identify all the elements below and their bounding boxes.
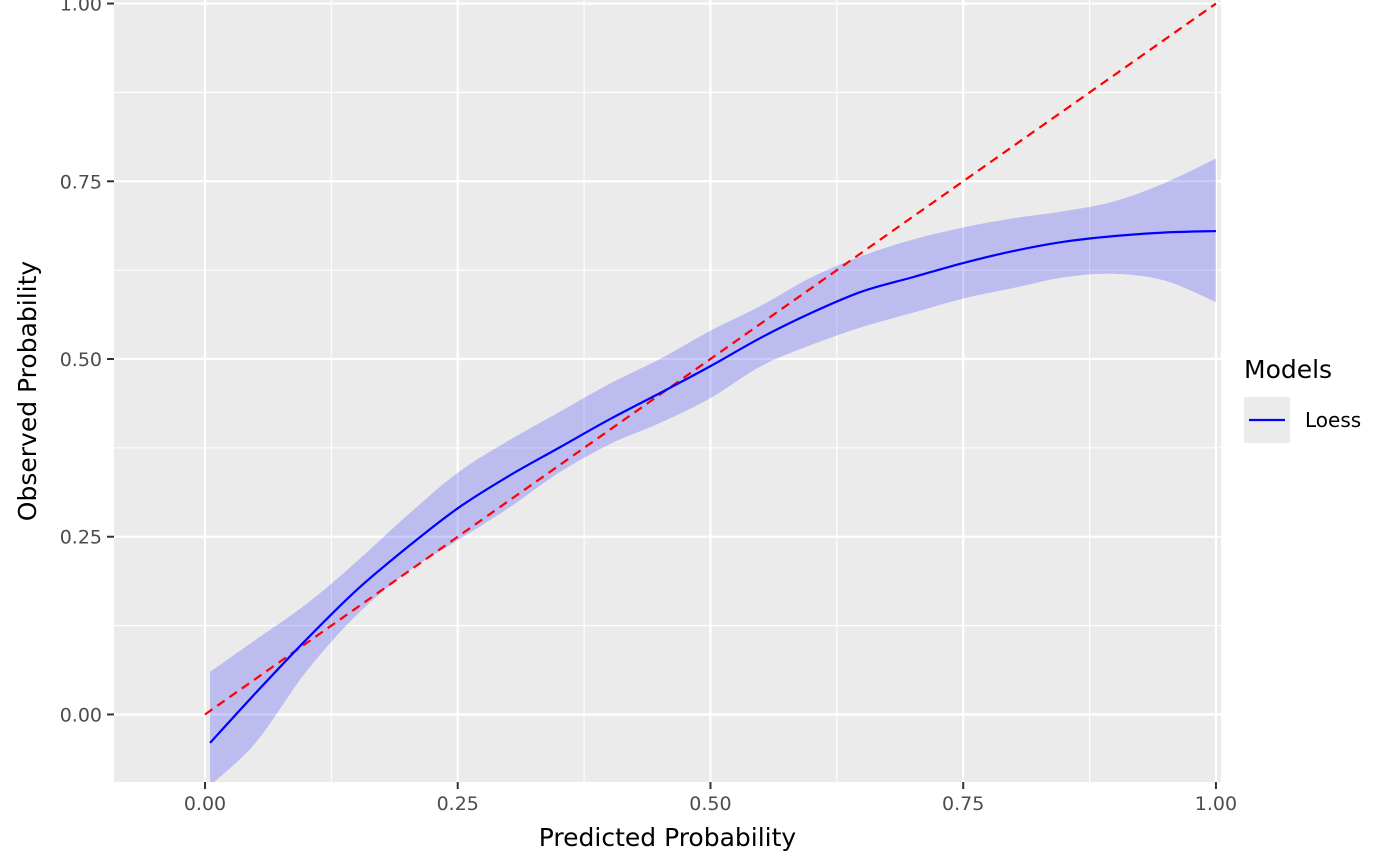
x-tick-label: 0.50 [689,793,731,815]
confidence-ribbon [210,158,1216,782]
x-tick-label: 0.25 [437,793,479,815]
reference-line [204,2,1217,716]
y-tick-label: 1.00 [60,0,102,16]
y-tick-label: 0.75 [60,171,102,193]
y-tick-label: 0.25 [60,527,102,549]
x-tick-label: 0.75 [942,793,984,815]
plot-panel [114,0,1221,782]
x-tick-label: 1.00 [1195,793,1237,815]
y-tick-label: 0.50 [60,349,102,371]
x-axis-title: Predicted Probability [539,823,797,852]
legend: Models Loess [1244,355,1361,443]
grid-lines [114,0,1221,782]
axes: 0.00 0.25 0.50 0.75 1.00 0.00 0.25 0.50 0.75 1.00 [60,0,1237,815]
x-tick-label: 0.00 [184,793,226,815]
y-axis-title: Observed Probability [13,261,42,522]
legend-title: Models [1244,355,1332,384]
y-tick-label: 0.00 [60,704,102,726]
loess-line [209,229,1216,744]
legend-label-loess: Loess [1305,408,1361,432]
clipped-plot [204,2,1217,782]
plot-area [204,2,1217,782]
